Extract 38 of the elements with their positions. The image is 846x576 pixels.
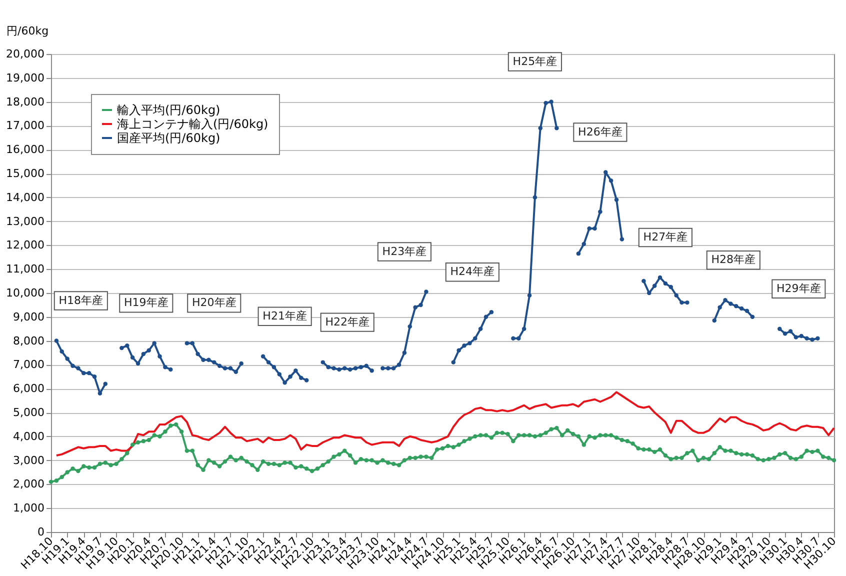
annotation: H20年産 [192,296,236,310]
annotation: H25年産 [512,54,558,68]
y-tick-label: 9,000 [13,310,44,324]
y-tick-label: 5,000 [13,406,44,419]
y-tick-label: 1,000 [13,502,44,515]
y-tick-label: 18,000 [6,95,44,108]
y-tick-label: 19,000 [6,71,44,84]
y-tick-label: 7,000 [13,358,44,372]
y-tick-label: 11,000 [6,262,44,276]
y-tick-label: 15,000 [6,167,44,180]
annotation: H23年産 [382,244,427,258]
y-tick-label: 3,000 [13,454,44,467]
y-tick-label: 10,000 [6,286,44,300]
y-tick-label: 16,000 [6,143,44,156]
annotation: H22年産 [325,315,370,328]
y-tick-label: 4,000 [13,430,44,443]
annotation: H18年産 [58,294,104,307]
legend-label: 国産平均(円/60kg) [117,131,220,145]
annotation: H27年産 [643,230,688,244]
y-tick-label: 20,000 [6,48,44,60]
y-tick-label: 0 [38,526,44,538]
y-tick-label: 17,000 [6,119,44,132]
annotation: H26年産 [578,125,622,138]
y-tick-label: 2,000 [13,478,44,491]
annotation: H21年産 [262,309,307,322]
y-tick-label: 8,000 [13,334,44,348]
y-tick-label: 13,000 [6,214,44,228]
line-series [55,391,835,457]
y-tick-label: 12,000 [6,238,44,252]
annotation: H24年産 [450,265,495,278]
y-tick-label: 14,000 [6,190,44,204]
annotation: H29年産 [776,282,821,295]
y-tick-label: 6,000 [13,382,44,396]
legend-label: 輸入平均(円/60kg) [117,103,220,117]
legend-label: 海上コンテナ輸入(円/60kg) [117,117,268,131]
y-axis-title: 円/60kg [6,24,49,38]
annotation: H28年産 [711,253,756,266]
annotation: H19年産 [124,296,168,310]
